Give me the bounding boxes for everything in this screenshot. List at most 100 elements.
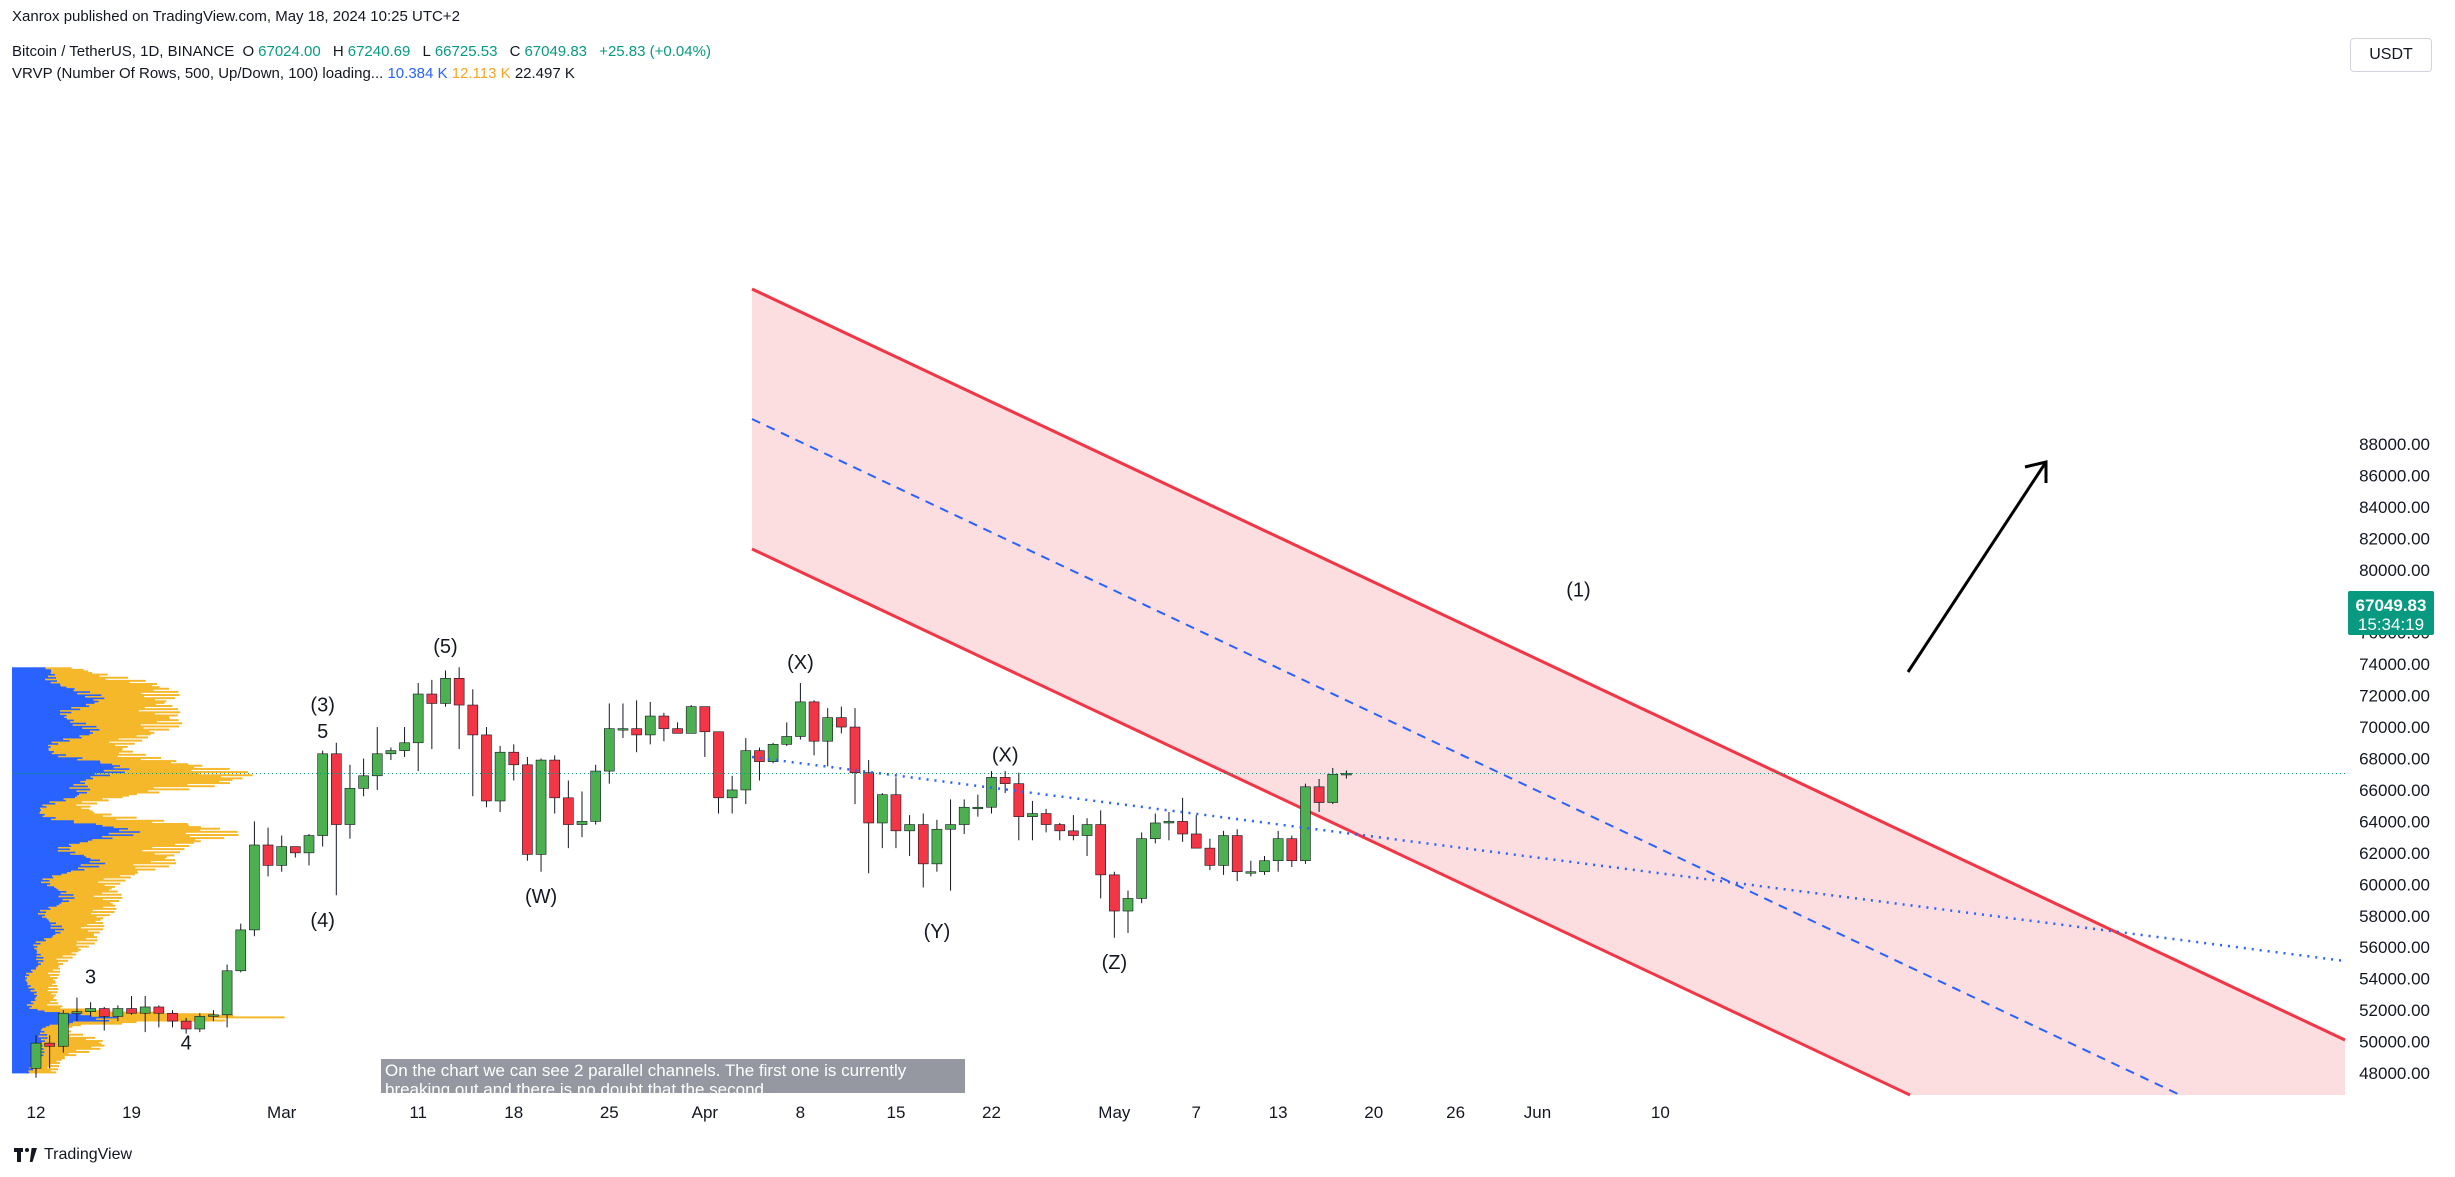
volume-profile-down-row: [31, 969, 53, 972]
volume-profile-down-row: [113, 766, 195, 769]
price-tick-label: 72000.00: [2359, 687, 2430, 706]
volume-profile-up-row: [12, 1066, 30, 1069]
candles: [30, 667, 1352, 1078]
volume-profile-up-row: [12, 860, 90, 863]
volume-profile-up-row: [12, 1011, 61, 1014]
price-axis[interactable]: 48000.00 50000.00 52000.00 54000.00 56000.00…: [2359, 435, 2430, 1083]
volume-profile-up-row: [12, 791, 88, 794]
volume-profile-down-row: [42, 1027, 66, 1030]
volume-profile-down-row: [55, 933, 94, 936]
volume-profile-up-row: [12, 761, 101, 764]
volume-profile-down-row: [82, 756, 162, 759]
time-tick-label: Apr: [692, 1103, 719, 1122]
volume-profile-down-row: [120, 764, 203, 767]
volume-profile-down-row: [42, 804, 77, 807]
candle-body: [522, 764, 533, 855]
tradingview-logo-icon: [14, 1148, 38, 1162]
volume-profile-down-row: [29, 1071, 57, 1074]
volume-profile-down-row: [96, 822, 188, 825]
volume-profile-down-row: [39, 1058, 62, 1061]
volume-profile-up-row: [12, 832, 109, 835]
volume-profile-up-row: [12, 744, 49, 747]
volume-profile-down-row: [50, 882, 121, 885]
volume-profile-up-row: [12, 870, 72, 873]
volume-profile-down-row: [48, 749, 123, 752]
volume-profile-up-row: [12, 933, 56, 936]
volume-profile-up-row: [12, 816, 56, 819]
candle-body: [85, 1008, 96, 1012]
volume-profile-down-row: [140, 830, 238, 833]
volume-profile-down-row: [61, 873, 136, 876]
volume-profile-down-row: [44, 937, 87, 940]
volume-profile-down-row: [80, 863, 134, 866]
volume-profile-down-row: [37, 1052, 69, 1055]
candle-body: [235, 929, 247, 972]
volume-profile-down-row: [79, 841, 194, 844]
volume-profile-down-row: [36, 948, 81, 951]
volume-profile-down-row: [45, 678, 106, 681]
time-tick-label: Jun: [1524, 1103, 1551, 1122]
candle-body: [890, 794, 902, 832]
volume-profile-down-row: [33, 1063, 51, 1066]
volume-profile-up-row: [12, 882, 51, 885]
price-tick-label: 84000.00: [2359, 498, 2430, 517]
volume-profile-down-row: [50, 923, 88, 926]
candle-body: [945, 824, 956, 830]
volume-profile-down-row: [49, 920, 96, 923]
volume-profile-up-row: [12, 851, 76, 854]
volume-profile-up-row: [12, 1005, 32, 1008]
time-axis[interactable]: 12 19 Mar 11 18 25 Apr 8 15 22 May 7 13 20 26 Jun 10: [27, 1103, 1670, 1122]
volume-profile-down-row: [27, 981, 56, 984]
ohlc-change: +25.83 (+0.04%): [599, 43, 711, 60]
volume-profile-up-row: [12, 1021, 73, 1024]
volume-profile-up-row: [12, 900, 70, 902]
vrvp-title[interactable]: VRVP (Number Of Rows, 500, Up/Down, 100)…: [12, 65, 384, 82]
volume-profile-up-row: [12, 697, 105, 700]
volume-profile-up-row: [12, 948, 37, 951]
volume-profile-up-row: [12, 896, 75, 899]
volume-profile-up-row: [12, 778, 86, 781]
candle-body: [112, 1008, 124, 1017]
currency-selector[interactable]: USDT: [2350, 38, 2432, 72]
volume-profile-up-row: [12, 711, 72, 714]
candle-body: [1300, 786, 1311, 862]
candle-body: [344, 788, 356, 825]
volume-profile-down-row: [48, 747, 123, 750]
volume-profile-up-row: [12, 1052, 38, 1055]
volume-profile-down-row: [32, 970, 61, 973]
time-tick-label: 25: [600, 1103, 619, 1122]
volume-profile-up-row: [12, 1002, 34, 1005]
volume-profile-down-row: [25, 978, 54, 981]
symbol-name[interactable]: Bitcoin / TetherUS, 1D, BINANCE: [12, 43, 235, 60]
volume-profile-down-row: [73, 893, 122, 896]
wave-label: (4): [310, 910, 334, 932]
volume-profile-down-row: [86, 722, 183, 725]
volume-profile-up-row: [12, 756, 83, 759]
vrvp-total-volume: 22.497 K: [514, 65, 575, 82]
publisher-line: Xanrox published on TradingView.com, May…: [12, 8, 460, 25]
volume-profile-up-row: [12, 1050, 45, 1053]
volume-profile-up-row: [12, 903, 60, 906]
volume-profile-up-row: [12, 745, 51, 748]
volume-profile-down-row: [37, 945, 89, 948]
channel-fill: [752, 289, 2345, 1095]
candle-body: [1150, 822, 1161, 839]
volume-profile-down-row: [39, 1046, 92, 1049]
volume-profile-up-row: [12, 862, 106, 865]
candle-body: [399, 742, 410, 751]
volume-profile-up-row: [12, 694, 102, 696]
volume-profile-up-row: [12, 673, 55, 676]
volume-profile-up-row: [12, 873, 62, 876]
volume-profile-up-row: [12, 785, 88, 788]
volume-profile-down-row: [60, 931, 100, 934]
volume-profile-down-row: [50, 926, 82, 929]
volume-profile-up-row: [12, 763, 113, 766]
volume-profile-up-row: [12, 793, 80, 796]
price-tick-label: 66000.00: [2359, 781, 2430, 800]
volume-profile-up-row: [12, 1058, 40, 1061]
tradingview-footer[interactable]: TradingView: [14, 1146, 132, 1164]
volume-profile-up-row: [12, 780, 81, 783]
volume-profile-up-row: [12, 999, 36, 1002]
volume-profile-up-row: [12, 944, 34, 947]
